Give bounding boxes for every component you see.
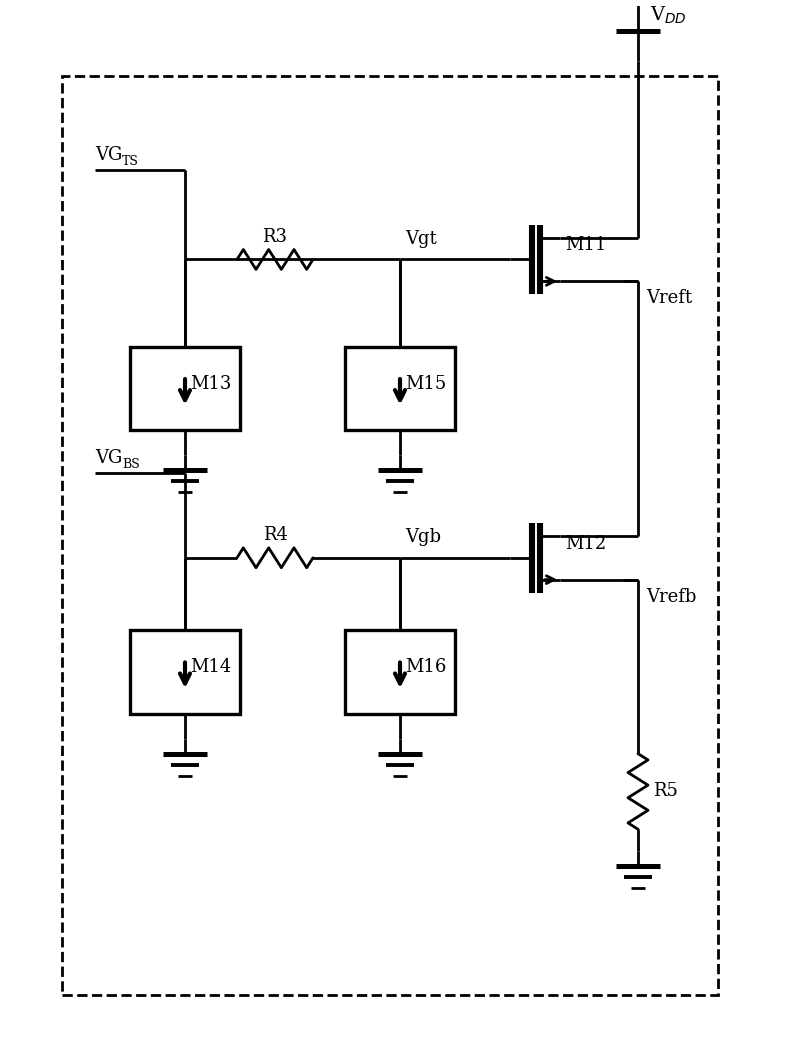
- Text: VG: VG: [95, 146, 122, 164]
- Text: R3: R3: [263, 228, 287, 246]
- Bar: [345, 347, 455, 431]
- Text: M15: M15: [405, 375, 446, 393]
- Text: Vgt: Vgt: [405, 230, 437, 248]
- Text: V$_{DD}$: V$_{DD}$: [650, 4, 687, 26]
- Text: M13: M13: [190, 375, 231, 393]
- Bar: [130, 630, 240, 714]
- Text: R4: R4: [263, 526, 287, 543]
- Text: M14: M14: [190, 658, 231, 676]
- Text: Vreft: Vreft: [646, 289, 692, 307]
- Text: BS: BS: [122, 459, 140, 471]
- Bar: [130, 347, 240, 431]
- Text: R5: R5: [653, 783, 678, 800]
- Text: Vgb: Vgb: [405, 528, 441, 545]
- Text: Vrefb: Vrefb: [646, 587, 696, 606]
- Text: M12: M12: [565, 535, 606, 553]
- Text: M16: M16: [405, 658, 446, 676]
- Text: TS: TS: [122, 155, 139, 168]
- Text: M11: M11: [565, 236, 606, 255]
- Text: VG: VG: [95, 449, 122, 467]
- Bar: [345, 630, 455, 714]
